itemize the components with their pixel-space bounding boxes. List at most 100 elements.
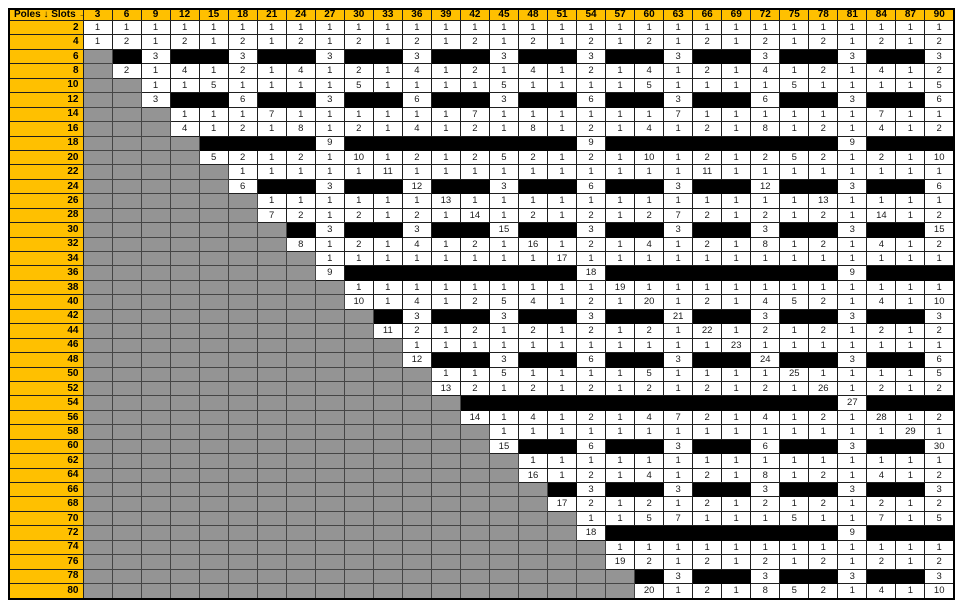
table-cell: 1 [169,77,200,94]
table-cell: 6 [576,92,607,108]
table-cell: 1 [750,164,781,180]
table-cell [111,207,142,224]
table-cell: 1 [488,164,519,180]
pole-label: 26 [8,193,84,209]
table-cell [372,467,403,484]
table-cell [140,265,171,281]
table-cell: 1 [372,236,403,253]
table-cell: 1 [546,77,578,94]
table-cell: 7 [663,207,694,224]
slot-header: 42 [459,8,490,21]
table-cell: 1 [895,77,926,94]
table-cell: 1 [663,496,694,512]
table-cell: 1 [837,496,868,512]
table-cell: 1 [140,63,171,79]
table-cell [430,135,461,151]
table-cell: 6 [576,178,607,195]
table-cell: 2 [924,380,955,397]
table-cell: 1 [779,34,810,50]
table-cell [634,568,665,585]
table-cell: 1 [634,106,665,123]
table-cell: 4 [517,63,549,79]
table-cell: 3 [924,48,955,65]
table-cell: 2 [401,149,432,166]
table-cell: 1 [285,77,316,94]
table-cell [343,554,374,570]
table-row: 10 1 1 5 1 1 1 1 5 1 1 1 1 5 1 1 1 1 5 1 1 1 1 5 1 1 1 1 5 [8,77,955,94]
table-cell [401,481,432,498]
table-cell: 1 [721,34,752,50]
table-cell [198,525,229,541]
table-cell: 4 [634,236,665,253]
table-cell: 1 [721,106,752,123]
table-cell: 5 [343,77,374,94]
table-cell [169,352,200,368]
table-cell [895,222,926,238]
table-cell [343,438,374,455]
table-cell [140,323,171,339]
table-cell [750,395,781,411]
poles-slots-table: Poles ↓ Slots → 3 6 9 12 15 18 21 24 27 30 33 36 39 4… [8,8,955,600]
table-cell: 19 [605,279,636,296]
table-cell [924,265,955,281]
table-cell [721,92,752,108]
table-cell: 4 [169,63,200,79]
table-cell: 7 [866,106,897,123]
table-cell: 1 [401,337,432,354]
table-cell [82,92,113,108]
table-cell: 1 [605,19,636,36]
table-cell [546,395,578,411]
table-cell: 1 [372,149,403,166]
table-cell [285,294,316,310]
table-cell [198,294,229,310]
table-cell [227,424,258,440]
table-cell: 2 [924,207,955,224]
table-cell [372,453,403,469]
table-cell: 1 [663,34,694,50]
table-cell: 10 [924,149,955,166]
table-cell [82,568,113,585]
table-cell [634,525,665,541]
pole-label: 62 [8,453,84,469]
table-cell: 1 [517,106,549,123]
table-cell: 1 [750,77,781,94]
table-cell [459,496,490,512]
table-cell [82,496,113,512]
table-cell: 2 [111,63,142,79]
table-cell [808,395,839,411]
table-cell [546,438,578,455]
pole-label: 20 [8,149,84,166]
table-cell: 1 [314,34,345,50]
table-cell: 1 [546,380,578,397]
table-cell: 1 [924,106,955,123]
table-cell [546,554,578,570]
table-cell: 22 [692,323,723,339]
table-cell: 1 [663,583,694,600]
table-row: 74 1 1 1 1 1 1 1 1 1 1 1 1 [8,539,955,556]
table-cell [546,583,578,600]
table-cell: 1 [430,164,461,180]
table-cell [82,438,113,455]
table-cell: 2 [692,34,723,50]
slot-header: 60 [634,8,665,21]
table-cell: 1 [430,77,461,94]
table-cell: 8 [285,236,316,253]
table-cell: 9 [314,135,345,151]
table-cell: 23 [721,337,752,354]
table-cell: 1 [198,63,229,79]
table-cell: 2 [692,409,723,426]
table-cell [227,308,258,325]
pole-label: 10 [8,77,84,94]
table-cell [634,395,665,411]
table-cell [285,178,316,195]
table-cell [605,583,636,600]
table-cell [692,308,723,325]
table-cell [140,207,171,224]
table-cell: 1 [779,467,810,484]
table-cell [285,467,316,484]
table-cell [343,308,374,325]
table-cell: 1 [837,164,868,180]
table-cell: 2 [459,294,490,310]
table-cell [256,395,287,411]
table-cell: 1 [663,250,694,267]
